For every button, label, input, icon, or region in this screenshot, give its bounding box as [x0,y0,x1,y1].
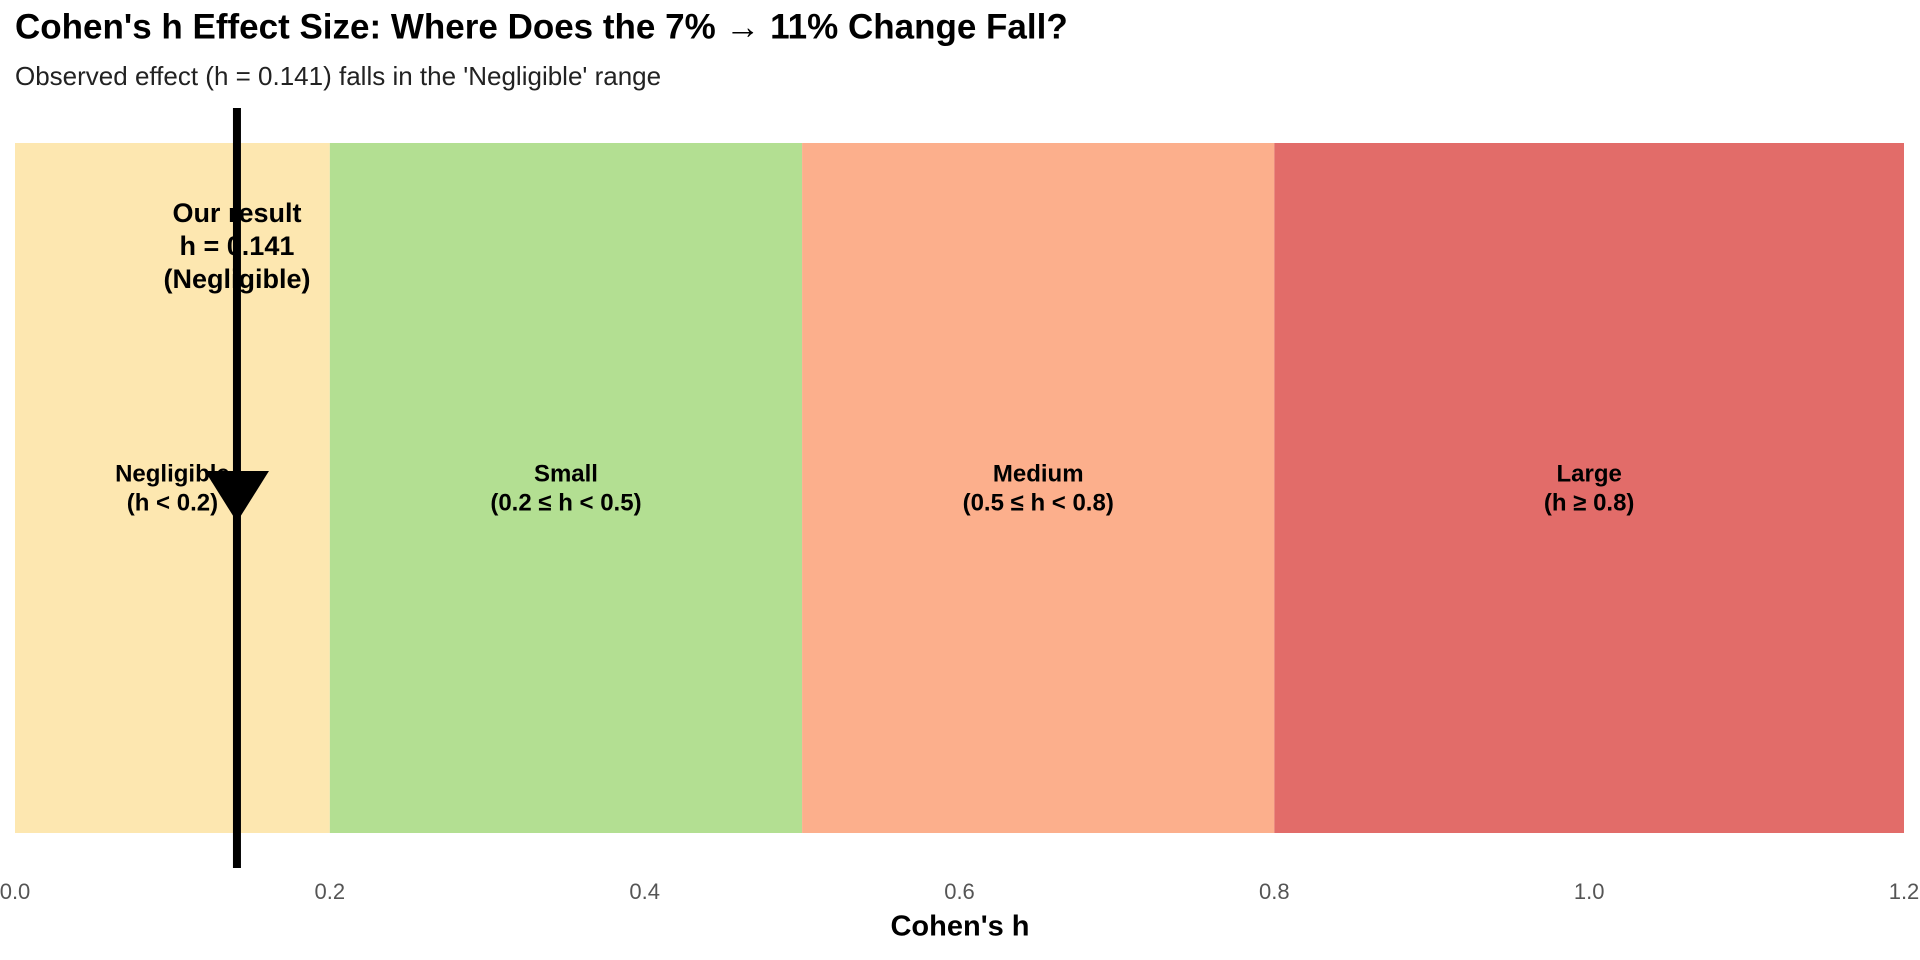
band-range-label: (0.2 ≤ h < 0.5) [490,489,641,516]
x-tick-label: 1.0 [1574,879,1605,904]
x-tick-label: 0.6 [944,879,975,904]
effect-band [1274,143,1904,833]
band-range-label: (h ≥ 0.8) [1544,489,1635,516]
x-tick-label: 0.0 [0,879,30,904]
x-axis-label: Cohen's h [890,911,1029,943]
marker-triangle [204,471,269,522]
band-range-label: (0.5 ≤ h < 0.8) [963,489,1114,516]
band-range-label: (h < 0.2) [127,489,218,516]
band-label: Small [534,460,598,487]
effect-band [802,143,1275,833]
chart-title: Cohen's h Effect Size: Where Does the 7%… [15,7,1068,46]
x-tick-label: 0.2 [315,879,346,904]
effect-band [15,143,330,833]
effect-band [329,143,803,833]
chart-subtitle: Observed effect (h = 0.141) falls in the… [15,61,661,91]
band-label: Large [1556,460,1621,487]
x-tick-label: 0.4 [629,879,660,904]
x-tick-label: 1.2 [1889,879,1920,904]
x-tick-label: 0.8 [1259,879,1290,904]
band-label: Medium [993,460,1084,487]
